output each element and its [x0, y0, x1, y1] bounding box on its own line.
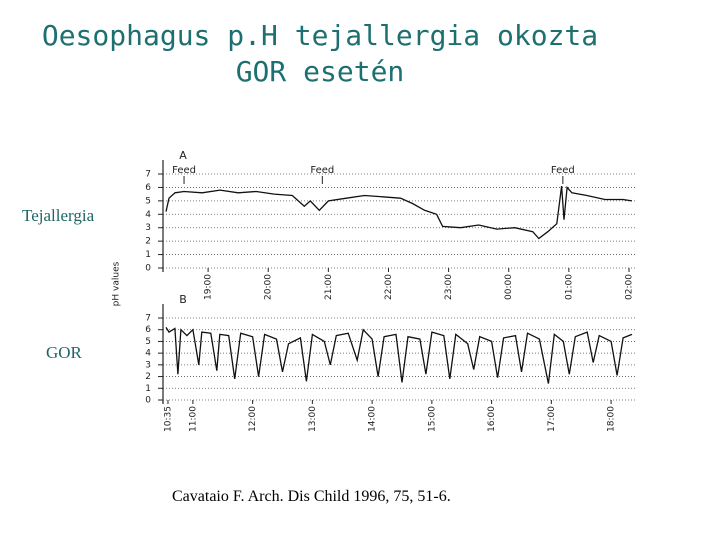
y-tick-label: 5	[145, 196, 151, 206]
x-tick-label: 02:00	[624, 274, 634, 300]
x-tick-label: 10:35	[163, 406, 173, 432]
x-tick-label: 23:00	[444, 274, 454, 300]
x-tick-label: 18:00	[607, 406, 617, 432]
y-tick-label: 6	[145, 183, 151, 193]
x-tick-label: 16:00	[487, 406, 497, 432]
y-tick-label: 7	[145, 170, 151, 180]
y-tick-label: 2	[145, 237, 151, 247]
y-tick-label: 0	[145, 396, 151, 406]
y-tick-label: 4	[145, 349, 151, 359]
y-tick-label: 2	[145, 372, 151, 382]
ph-trace	[165, 327, 633, 384]
x-tick-label: 13:00	[308, 406, 318, 432]
annotation: Feed	[172, 165, 196, 176]
title-line: GOR esetén	[235, 55, 405, 88]
x-tick-label: 22:00	[384, 274, 394, 300]
ph-trace	[165, 185, 633, 240]
y-tick-label: 3	[145, 360, 151, 370]
y-tick-label: 1	[145, 384, 151, 394]
x-tick-label: 21:00	[324, 274, 334, 300]
title-line: Oesophagus p.H tejallergia okozta	[41, 19, 599, 52]
x-tick-label: 00:00	[504, 274, 514, 300]
y-tick-label: 5	[145, 337, 151, 347]
annotation: Feed	[310, 165, 334, 176]
x-tick-label: 01:00	[564, 274, 574, 300]
y-tick-label: 3	[145, 223, 151, 233]
y-tick-label: 6	[145, 325, 151, 335]
y-tick-label: 7	[145, 314, 151, 324]
y-axis-label: pH values	[112, 261, 122, 306]
y-tick-label: 4	[145, 210, 151, 220]
citation: Cavataio F. Arch. Dis Child 1996, 75, 51…	[172, 488, 451, 505]
side-label: GOR	[46, 343, 82, 362]
side-label: Tejallergia	[22, 206, 95, 225]
x-tick-label: 11:00	[188, 406, 198, 432]
annotation: Feed	[551, 165, 575, 176]
panel-label: A	[179, 149, 187, 162]
slide-title: Oesophagus p.H tejallergia okozta GOR es…	[0, 18, 640, 90]
x-tick-label: 14:00	[368, 406, 378, 432]
y-tick-label: 0	[145, 264, 151, 274]
x-tick-label: 20:00	[264, 274, 274, 300]
panel-label: B	[179, 293, 187, 306]
x-tick-label: 17:00	[547, 406, 557, 432]
x-tick-label: 15:00	[427, 406, 437, 432]
x-tick-label: 12:00	[248, 406, 258, 432]
x-tick-label: 19:00	[204, 274, 214, 300]
y-tick-label: 1	[145, 250, 151, 260]
